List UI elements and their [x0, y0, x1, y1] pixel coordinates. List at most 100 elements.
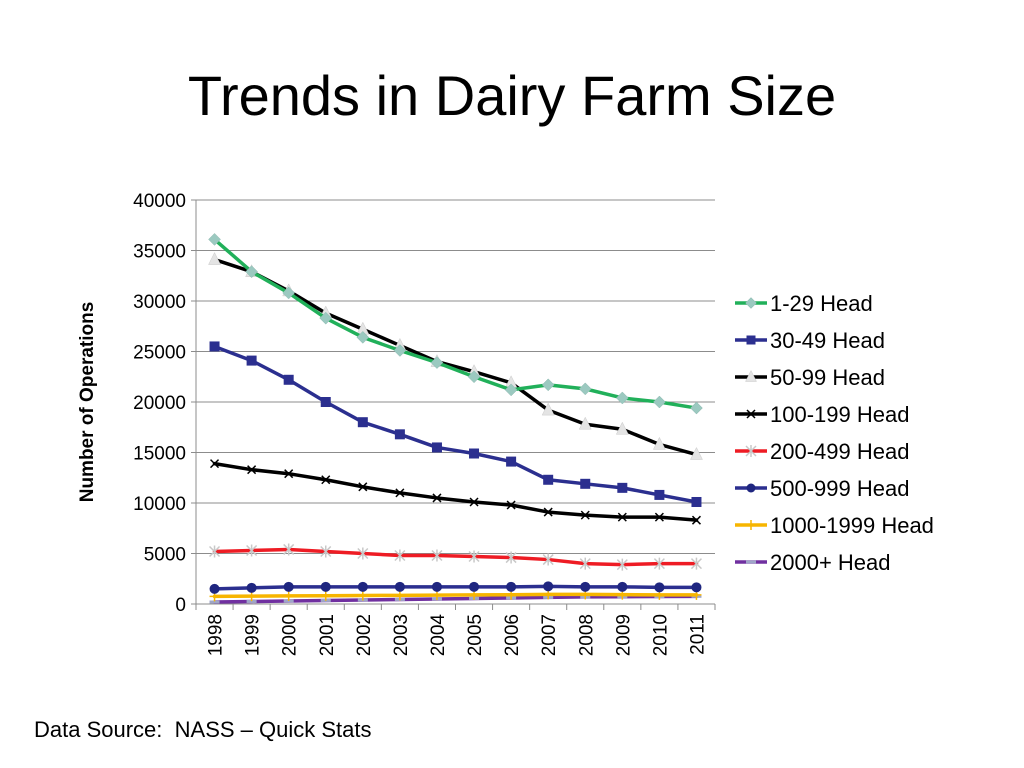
data-point [469, 581, 480, 592]
series-30-49-head [209, 341, 702, 507]
series-lines [208, 233, 703, 604]
data-point [746, 520, 756, 530]
legend-item: 2000+ Head [735, 550, 891, 575]
data-point [543, 507, 553, 517]
data-point [432, 493, 442, 503]
series-50-99-head [208, 252, 703, 460]
data-point [395, 488, 405, 498]
data-point [394, 429, 405, 440]
data-point [321, 475, 331, 485]
data-point [320, 581, 331, 592]
data-point [430, 356, 444, 369]
data-point [394, 590, 405, 601]
data-point [691, 515, 701, 525]
data-point [282, 286, 296, 300]
series-200-499-head [209, 543, 702, 571]
data-point [209, 341, 220, 352]
data-point [320, 397, 331, 407]
data-point [246, 544, 258, 557]
x-tick-label: 2004 [428, 614, 449, 657]
x-tick-label: 2001 [317, 614, 338, 656]
data-point [467, 370, 481, 384]
data-point [691, 582, 702, 593]
y-tick-label: 0 [175, 595, 186, 616]
data-point [543, 581, 554, 592]
x-tick-label: 1999 [243, 614, 264, 656]
data-point [358, 482, 368, 492]
y-tick-label: 25000 [133, 343, 186, 364]
x-tick-label: 2010 [650, 614, 671, 656]
y-tick-label: 20000 [133, 393, 186, 414]
data-point [208, 233, 221, 246]
data-point [542, 553, 554, 566]
x-tick-label: 2007 [539, 614, 560, 656]
legend-label: 1000-1999 Head [770, 513, 934, 538]
data-point [283, 374, 294, 385]
series-1-29-head [208, 233, 703, 415]
series-line [212, 584, 699, 591]
data-point [690, 401, 703, 415]
data-point [431, 581, 442, 592]
data-point [209, 600, 220, 604]
data-point [469, 448, 480, 459]
x-tick-label: 2005 [465, 614, 486, 656]
data-point [578, 416, 592, 430]
data-point [208, 252, 221, 265]
data-point [247, 465, 257, 475]
x-tick-label: 2011 [687, 614, 708, 655]
data-point [690, 446, 703, 460]
data-point [691, 496, 702, 507]
data-point [654, 512, 664, 522]
legend-label: 100-199 Head [770, 402, 909, 427]
data-point [357, 581, 368, 592]
data-point [283, 581, 294, 592]
series-line [212, 257, 699, 457]
x-tick-label: 2009 [613, 614, 634, 656]
legend-label: 50-99 Head [770, 365, 885, 390]
data-point [617, 482, 628, 493]
y-tick-label: 30000 [133, 292, 186, 313]
data-point [506, 456, 517, 467]
data-point [580, 581, 591, 592]
data-point [745, 369, 757, 382]
legend-item: 100-199 Head [735, 402, 909, 427]
data-point [615, 391, 629, 405]
x-tick-label: 2002 [354, 614, 375, 656]
data-point [578, 382, 592, 396]
data-point [653, 557, 665, 570]
data-point [246, 355, 257, 366]
data-point [393, 344, 407, 357]
data-point [653, 395, 666, 409]
legend-item: 30-49 Head [735, 328, 885, 353]
data-point [283, 543, 295, 556]
series-line [212, 594, 699, 604]
legend-item: 1000-1999 Head [735, 513, 934, 538]
data-point [431, 549, 443, 562]
y-tick-label: 15000 [133, 444, 186, 465]
legend-item: 1-29 Head [735, 291, 873, 316]
data-point [580, 478, 591, 489]
data-point [580, 510, 590, 520]
data-point [245, 265, 258, 279]
data-point [654, 582, 665, 593]
data-point [283, 590, 294, 601]
data-point [319, 311, 333, 325]
series-100-199-head [210, 459, 701, 525]
y-tick-label: 10000 [133, 494, 186, 515]
data-point [209, 545, 221, 558]
data-point [579, 557, 591, 570]
data-point [746, 560, 756, 564]
x-tick-labels: 1998 1999 2000 2001 2002 2003 2004 2005 2006 2007… [206, 614, 709, 657]
data-point [504, 383, 518, 397]
data-point [394, 549, 406, 562]
y-tick-label: 40000 [133, 191, 186, 212]
series-line [212, 461, 699, 522]
data-point [246, 582, 257, 593]
legend-label: 1-29 Head [770, 291, 873, 316]
axes [191, 199, 716, 610]
data-point [320, 545, 332, 558]
data-point [506, 500, 516, 510]
series-line [212, 344, 699, 504]
data-point [284, 469, 294, 479]
data-point [541, 378, 555, 392]
